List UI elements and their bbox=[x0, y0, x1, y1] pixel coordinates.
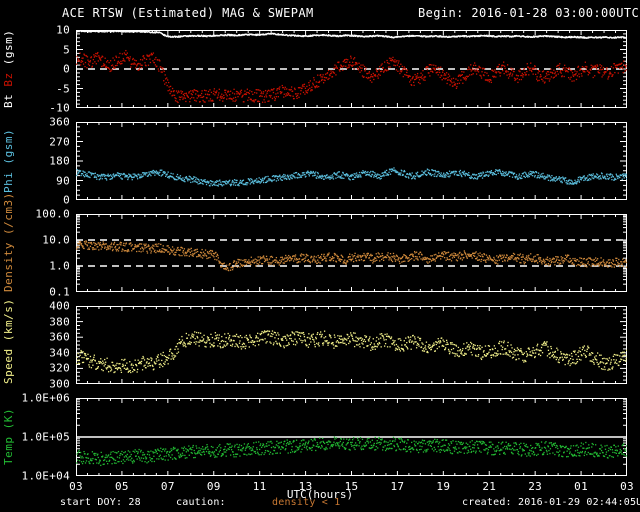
plot-title: ACE RTSW (Estimated) MAG & SWEPAM bbox=[62, 6, 314, 20]
y-tick-label: 10.0 bbox=[42, 233, 70, 247]
y-tick-label: 0.1 bbox=[49, 285, 70, 299]
series-density bbox=[76, 240, 627, 272]
y-tick-label: 180 bbox=[49, 154, 70, 168]
plot-frame-phi bbox=[76, 122, 627, 200]
footer-caution-value: density < 1 bbox=[272, 497, 341, 508]
y-axis-label-part: Temp (K) bbox=[2, 408, 15, 466]
series-bz bbox=[76, 49, 627, 104]
x-tick-label: 01 bbox=[574, 480, 589, 493]
y-tick-label: -5 bbox=[56, 82, 70, 95]
footer-created: created: 2016-01-29 02:44:05UTC bbox=[462, 497, 640, 508]
y-tick-label: 1.0E+06 bbox=[21, 391, 70, 405]
x-tick-label: 15 bbox=[344, 480, 359, 493]
y-tick-label: 90 bbox=[56, 174, 70, 187]
begin-timestamp: Begin: 2016-01-28 03:00:00UTC bbox=[418, 6, 640, 20]
plot-canvas-speed bbox=[76, 306, 627, 384]
y-axis-label-speed: Speed (km/s) bbox=[2, 299, 15, 384]
y-tick-label: -10 bbox=[49, 101, 70, 115]
x-tick-label: 07 bbox=[160, 480, 175, 493]
panel-temp: 1.0E+04 1.0E+05 1.0E+06 Temp (K) bbox=[2, 392, 627, 483]
y-tick-label: 380 bbox=[49, 315, 70, 329]
y-axis-speed: 300 320 340 360 380 400 bbox=[0, 300, 74, 391]
y-tick-label: 1.0E+05 bbox=[21, 430, 70, 444]
x-tick-label: 11 bbox=[252, 480, 267, 493]
series-phi bbox=[76, 167, 627, 187]
panel-phi: 0 90 180 270 360 Phi (gsm) bbox=[2, 116, 627, 207]
y-axis-label-phi: Phi (gsm) bbox=[2, 122, 15, 200]
y-axis-bt_bz: -10 -5 0 5 10 bbox=[0, 24, 74, 115]
plot-header: ACE RTSW (Estimated) MAG & SWEPAM Begin:… bbox=[0, 6, 640, 22]
y-axis-density: 0.1 1.0 10.0 100.0 bbox=[0, 208, 74, 299]
footer-caution-label: caution: bbox=[176, 497, 226, 508]
y-tick-label: 320 bbox=[49, 361, 70, 375]
plot-canvas-phi bbox=[76, 122, 627, 200]
plot-canvas-density bbox=[76, 214, 627, 292]
x-tick-label: 19 bbox=[436, 480, 451, 493]
plot-frame-speed bbox=[76, 306, 627, 384]
y-tick-label: 360 bbox=[49, 330, 70, 344]
y-tick-label: 0 bbox=[63, 62, 70, 76]
footer-start-doy: start DOY: 28 bbox=[60, 497, 141, 508]
y-tick-label: 1.0E+04 bbox=[21, 469, 70, 483]
plot-canvas-temp bbox=[76, 398, 627, 476]
y-tick-label: 300 bbox=[49, 377, 70, 391]
y-tick-label: 400 bbox=[49, 299, 70, 313]
y-axis-temp: 1.0E+04 1.0E+05 1.0E+06 bbox=[0, 392, 74, 483]
y-tick-label: 100.0 bbox=[35, 207, 70, 221]
panel-speed: 300 320 340 360 380 400 Speed (km/s) bbox=[2, 299, 627, 391]
y-axis-label-bt_bz: Bt Bz (gsm) bbox=[2, 30, 15, 108]
y-tick-label: 340 bbox=[49, 346, 70, 360]
y-tick-label: 5 bbox=[63, 43, 70, 56]
y-tick-label: 0 bbox=[63, 193, 70, 207]
x-tick-label: 17 bbox=[390, 480, 405, 493]
y-axis-label-part: Speed (km/s) bbox=[2, 298, 15, 384]
y-axis-label-part: Bt bbox=[2, 86, 15, 108]
y-axis-label-density: Density (/cm3) bbox=[2, 192, 15, 292]
y-axis-phi: 0 90 180 270 360 bbox=[0, 116, 74, 207]
x-tick-label: 13 bbox=[298, 480, 313, 493]
x-tick-label: 05 bbox=[114, 480, 129, 493]
y-axis-label-temp: Temp (K) bbox=[2, 398, 15, 476]
x-tick-label: 03 bbox=[69, 480, 83, 493]
y-axis-label-part: Density (/cm3) bbox=[2, 192, 15, 292]
x-tick-label: 03 bbox=[620, 480, 634, 493]
panel-bt_bz: -10 -5 0 5 10 Bt Bz (gsm) bbox=[2, 24, 627, 115]
y-axis-label-part: Bz bbox=[2, 65, 15, 87]
y-tick-label: 10 bbox=[56, 23, 70, 37]
x-tick-label: 23 bbox=[528, 480, 543, 493]
y-tick-label: 360 bbox=[49, 115, 70, 129]
series-bt bbox=[76, 30, 627, 39]
series-speed bbox=[76, 330, 627, 374]
y-axis-label-part: (gsm) bbox=[2, 29, 15, 66]
x-axis-title: UTC(hours) bbox=[286, 488, 354, 501]
plot-canvas-bt_bz bbox=[76, 30, 627, 108]
y-axis-label-part: Phi (gsm) bbox=[2, 128, 15, 194]
x-tick-label: 09 bbox=[206, 480, 221, 493]
series-temp bbox=[76, 436, 627, 467]
panel-density: 0.1 1.0 10.0 100.0 Density (/cm3) bbox=[2, 192, 627, 299]
y-tick-label: 270 bbox=[49, 135, 70, 148]
y-tick-label: 1.0 bbox=[49, 259, 70, 273]
x-tick-label: 21 bbox=[482, 480, 497, 493]
